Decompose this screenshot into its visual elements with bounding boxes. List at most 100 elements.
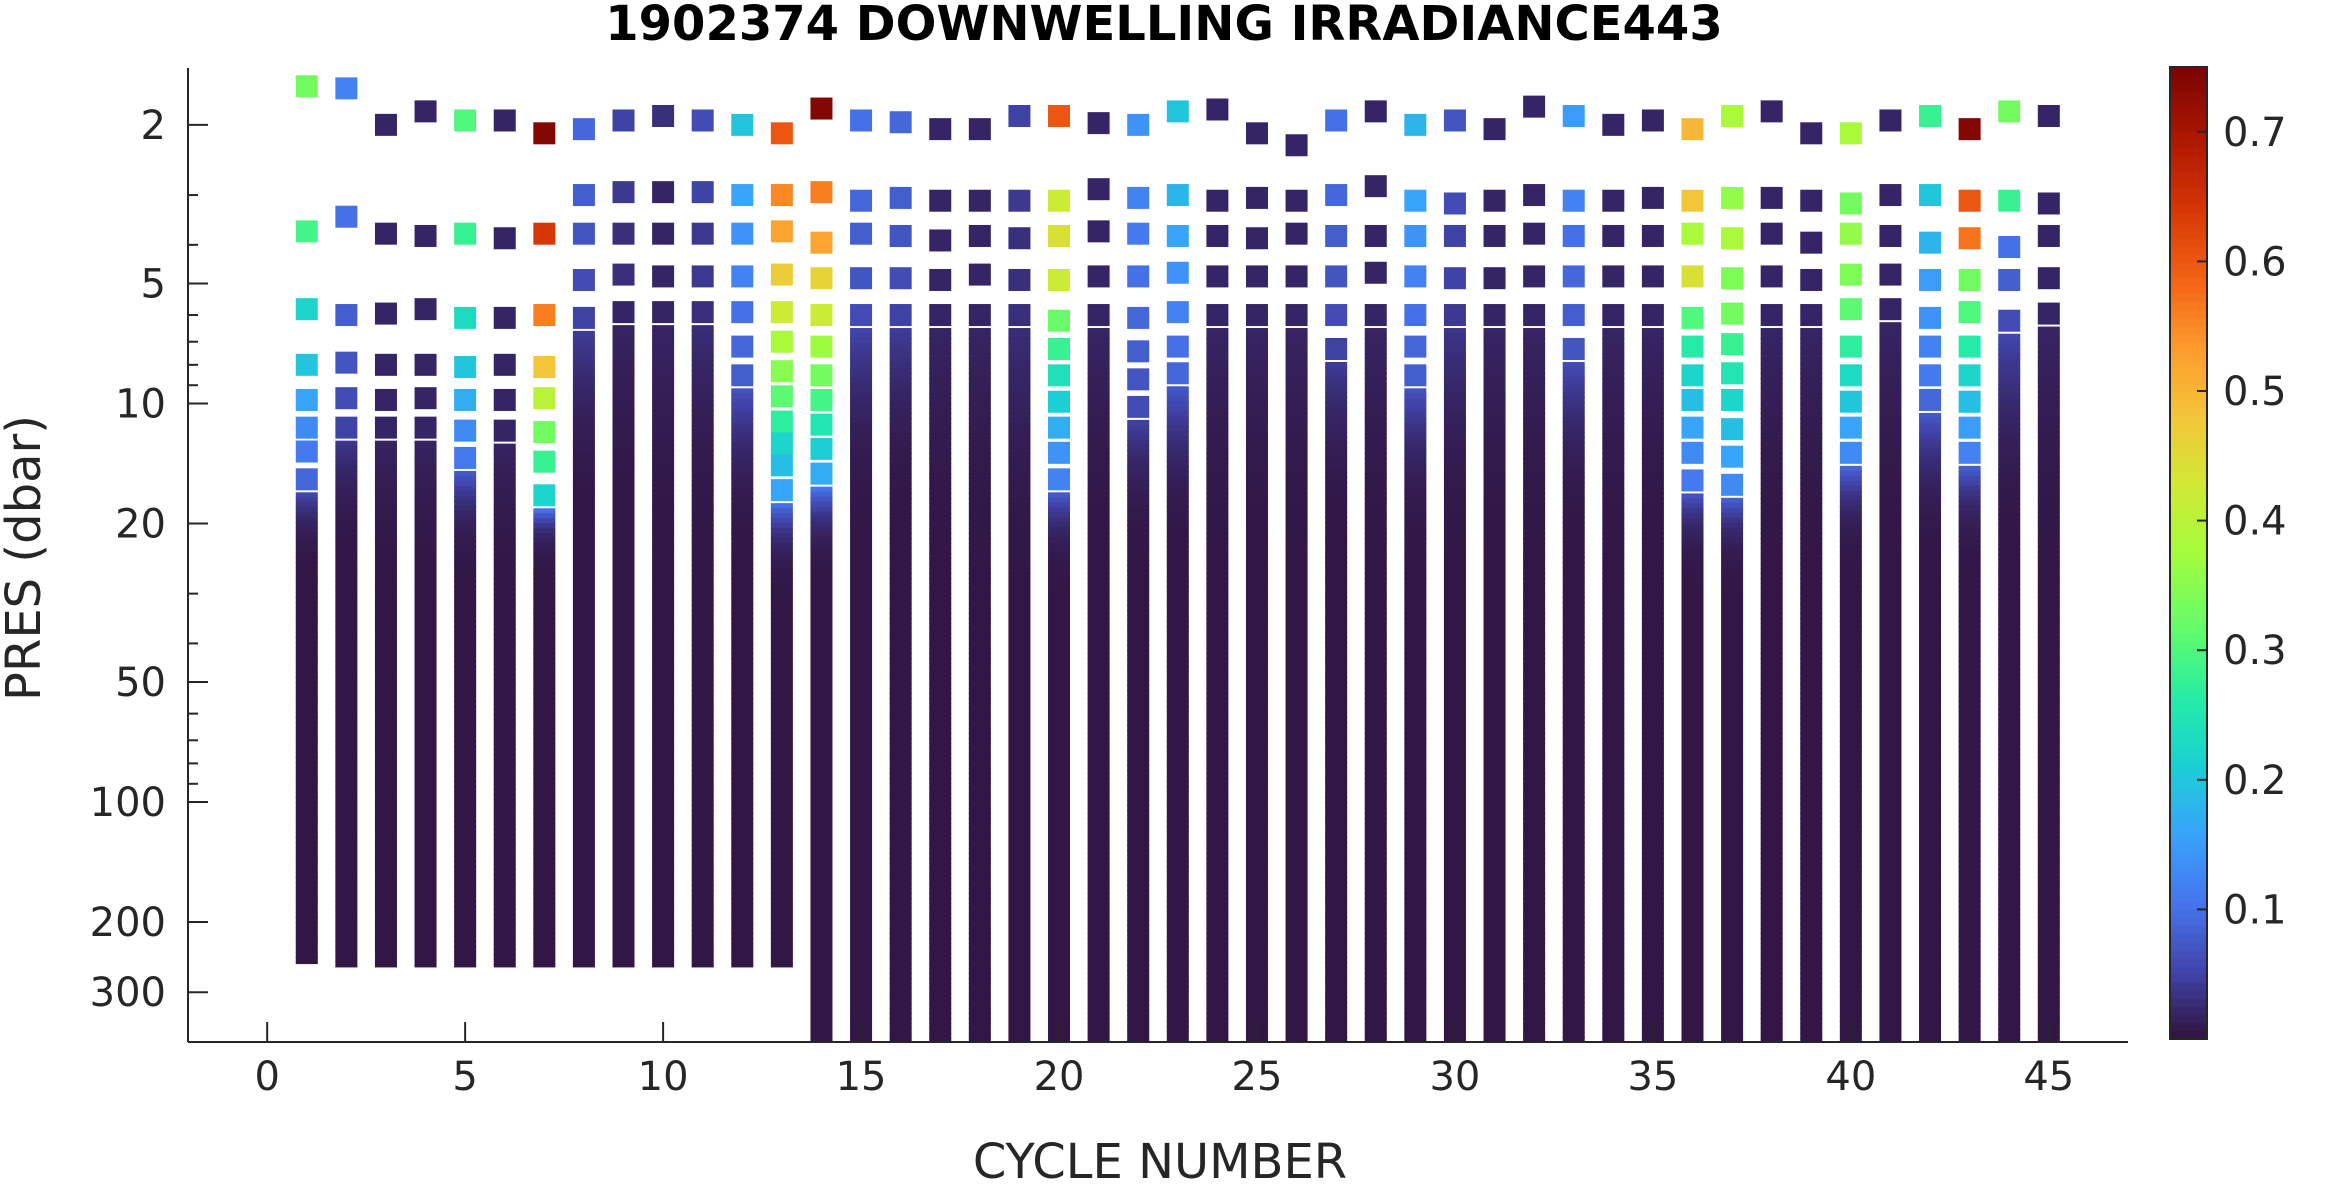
data-point bbox=[612, 420, 635, 427]
data-point bbox=[1206, 418, 1229, 425]
data-point bbox=[1245, 383, 1268, 390]
data-point bbox=[374, 965, 397, 968]
data-point bbox=[1048, 542, 1071, 549]
data-point bbox=[1562, 776, 1585, 783]
data-point bbox=[1443, 788, 1466, 795]
data-point bbox=[1325, 511, 1348, 518]
data-point bbox=[1641, 753, 1664, 760]
data-point bbox=[770, 673, 793, 680]
data-point bbox=[493, 583, 516, 590]
data-point bbox=[1443, 438, 1466, 445]
data-point bbox=[1404, 528, 1427, 535]
data-point bbox=[1404, 948, 1427, 955]
data-point bbox=[1602, 343, 1625, 350]
data-point bbox=[295, 353, 318, 376]
data-point bbox=[1048, 104, 1071, 127]
data-point bbox=[1127, 519, 1150, 526]
data-point bbox=[454, 745, 477, 752]
data-point bbox=[1404, 513, 1427, 520]
data-point bbox=[1523, 548, 1546, 555]
data-point bbox=[1721, 822, 1744, 829]
data-point bbox=[810, 951, 833, 958]
data-point bbox=[335, 630, 358, 637]
data-point bbox=[1127, 444, 1150, 451]
data-point bbox=[414, 665, 437, 672]
data-point bbox=[929, 583, 952, 590]
data-point bbox=[889, 928, 912, 935]
data-point bbox=[1760, 418, 1783, 425]
data-point bbox=[1721, 677, 1744, 684]
data-point bbox=[968, 918, 991, 925]
data-point bbox=[1443, 633, 1466, 640]
profile-cycle-17 bbox=[929, 118, 952, 1042]
data-point bbox=[1245, 908, 1268, 915]
data-point bbox=[1008, 1028, 1031, 1035]
data-point bbox=[1245, 358, 1268, 365]
data-point bbox=[1483, 267, 1506, 290]
data-point bbox=[731, 903, 754, 910]
data-point bbox=[335, 850, 358, 857]
data-point bbox=[295, 577, 318, 584]
data-point bbox=[1166, 981, 1189, 988]
data-point bbox=[889, 186, 912, 209]
data-point bbox=[1008, 828, 1031, 835]
data-point bbox=[1087, 533, 1110, 540]
data-point bbox=[968, 818, 991, 825]
data-point bbox=[1443, 418, 1466, 425]
data-point bbox=[1245, 683, 1268, 690]
data-point bbox=[1127, 569, 1150, 576]
data-point bbox=[1641, 343, 1664, 350]
data-point bbox=[1008, 568, 1031, 575]
data-point bbox=[929, 943, 952, 950]
data-point bbox=[1483, 698, 1506, 705]
data-point bbox=[731, 748, 754, 755]
data-point bbox=[454, 490, 477, 497]
data-point bbox=[1206, 933, 1229, 940]
data-point bbox=[652, 685, 675, 692]
data-point bbox=[1641, 913, 1664, 920]
data-point bbox=[889, 973, 912, 980]
data-point bbox=[1364, 858, 1387, 865]
data-point bbox=[414, 450, 437, 457]
data-point bbox=[1641, 518, 1664, 525]
data-point bbox=[1285, 593, 1308, 600]
data-point bbox=[731, 743, 754, 750]
data-point bbox=[968, 773, 991, 780]
data-point bbox=[1641, 933, 1664, 940]
data-point bbox=[414, 865, 437, 872]
data-point bbox=[612, 875, 635, 882]
data-point bbox=[1443, 304, 1466, 327]
profile-cycle-37 bbox=[1721, 104, 1744, 1042]
data-point bbox=[1404, 648, 1427, 655]
data-point bbox=[1008, 688, 1031, 695]
data-point bbox=[1562, 726, 1585, 733]
data-point bbox=[612, 870, 635, 877]
data-point bbox=[1206, 738, 1229, 745]
data-point bbox=[1602, 603, 1625, 610]
data-point bbox=[533, 793, 556, 800]
data-point bbox=[691, 560, 714, 567]
data-point bbox=[810, 566, 833, 573]
data-point bbox=[1008, 443, 1031, 450]
data-point bbox=[810, 661, 833, 668]
data-point bbox=[1364, 878, 1387, 885]
data-point bbox=[572, 830, 595, 837]
data-point bbox=[1008, 783, 1031, 790]
data-point bbox=[1681, 1033, 1704, 1040]
data-point bbox=[374, 900, 397, 907]
data-point bbox=[889, 111, 912, 134]
profile-cycle-35 bbox=[1641, 109, 1664, 1042]
data-point bbox=[1206, 778, 1229, 785]
data-point bbox=[810, 851, 833, 858]
data-point bbox=[1641, 423, 1664, 430]
data-point bbox=[1681, 828, 1704, 835]
data-point bbox=[1641, 898, 1664, 905]
data-point bbox=[1087, 833, 1110, 840]
data-point bbox=[731, 738, 754, 745]
data-point bbox=[1562, 1031, 1585, 1038]
data-point bbox=[889, 738, 912, 745]
data-point bbox=[1483, 578, 1506, 585]
data-point bbox=[493, 533, 516, 540]
data-point bbox=[691, 810, 714, 817]
data-point bbox=[1087, 343, 1110, 350]
